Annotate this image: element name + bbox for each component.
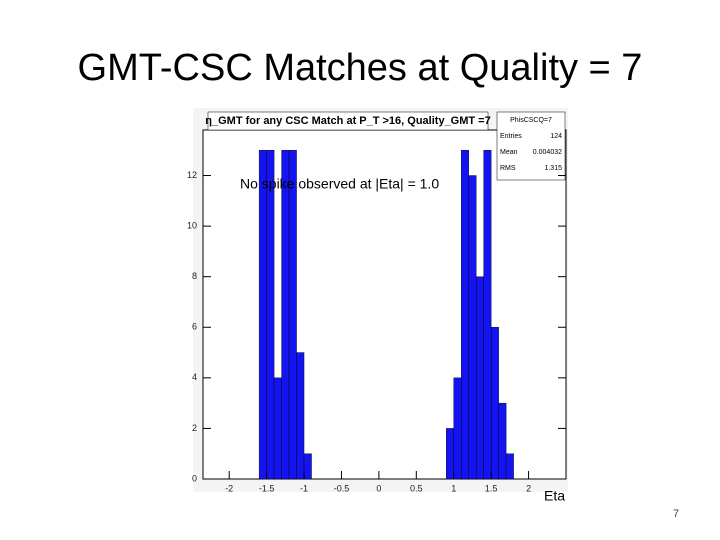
stats-value: 0.004032	[533, 149, 562, 156]
bar	[296, 352, 305, 479]
page-number: 7	[673, 508, 679, 520]
x-tick-label: 0	[376, 483, 381, 493]
slide-title: GMT-CSC Matches at Quality = 7	[78, 47, 643, 89]
plot-title: η_GMT for any CSC Match at P_T >16, Qual…	[205, 115, 490, 127]
bar	[490, 327, 499, 479]
bar	[453, 377, 462, 479]
x-tick-label: 1	[451, 483, 456, 493]
bar	[273, 377, 282, 479]
bar	[498, 402, 507, 479]
y-tick-label: 10	[187, 220, 197, 230]
x-tick-label: -1	[300, 483, 308, 493]
bar	[288, 150, 297, 479]
stats-label: RMS	[500, 165, 516, 172]
stats-value: 1.315	[544, 165, 562, 172]
y-tick-label: 12	[187, 170, 197, 180]
bar	[258, 150, 267, 479]
y-tick-label: 8	[192, 271, 197, 281]
stats-label: Mean	[500, 149, 518, 156]
x-tick-label: -0.5	[334, 483, 350, 493]
x-tick-label: 1.5	[485, 483, 498, 493]
bar	[281, 150, 290, 479]
x-tick-label: 0.5	[410, 483, 423, 493]
bar	[475, 276, 484, 479]
x-tick-label: 2	[526, 483, 531, 493]
bars	[258, 150, 514, 479]
y-tick-label: 2	[192, 423, 197, 433]
bar	[461, 150, 469, 479]
stats-box	[496, 111, 566, 181]
title-box	[207, 111, 489, 131]
annotation: No spike observed at |Eta| = 1.0	[240, 176, 439, 192]
bar	[303, 453, 312, 479]
x-tick-label: -1.5	[259, 483, 275, 493]
stats-name: PhisCSCQ=7	[510, 117, 552, 124]
bar	[483, 150, 492, 479]
x-tick-label: -2	[225, 483, 233, 493]
bar	[468, 175, 477, 479]
bar	[446, 428, 454, 479]
y-tick-label: 0	[192, 473, 197, 483]
bar	[266, 150, 275, 479]
bar	[505, 453, 514, 479]
y-tick-label: 4	[192, 372, 197, 382]
x-axis-label: Eta	[544, 488, 565, 504]
y-tick-label: 6	[192, 322, 197, 332]
stats-label: Entries	[500, 133, 522, 140]
stats-value: 124	[550, 133, 562, 140]
